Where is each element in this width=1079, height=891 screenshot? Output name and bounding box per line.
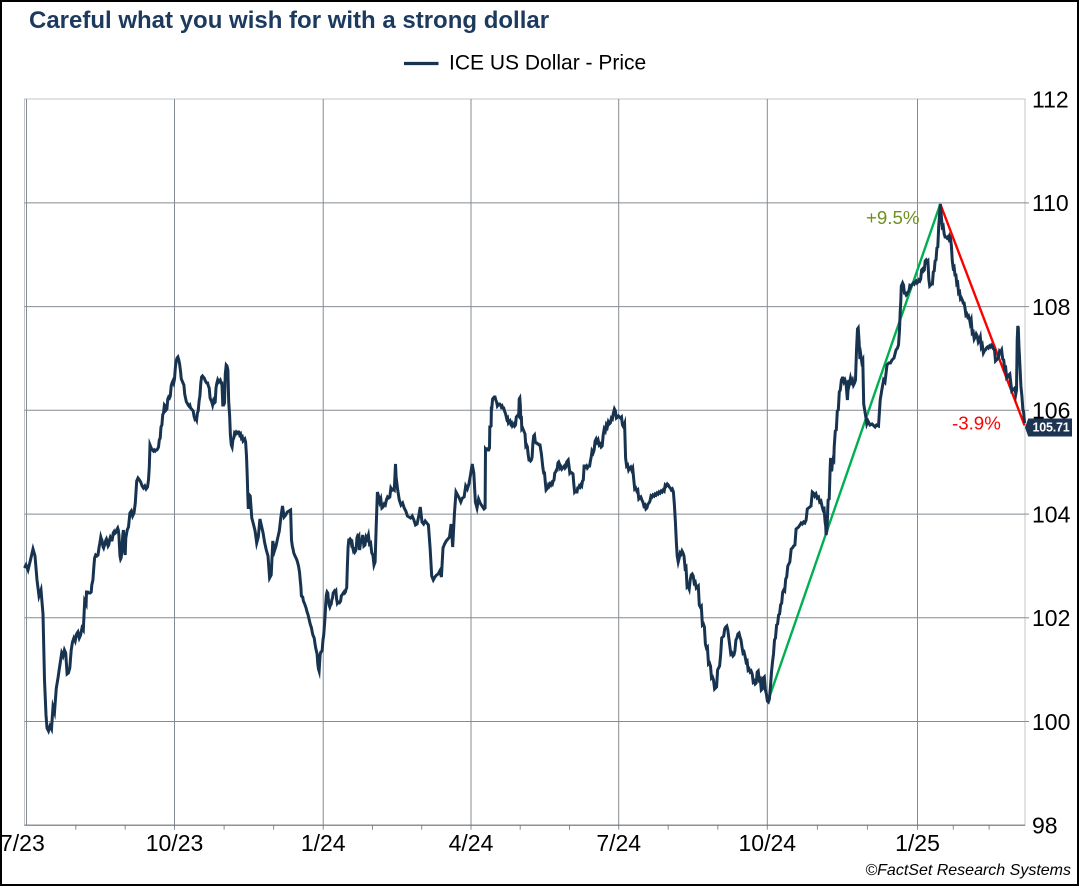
svg-text:7/24: 7/24 (596, 830, 641, 856)
svg-text:10/23: 10/23 (146, 830, 204, 856)
svg-text:4/24: 4/24 (449, 830, 494, 856)
svg-text:108: 108 (1032, 294, 1070, 320)
svg-text:7/23: 7/23 (0, 830, 45, 856)
svg-text:102: 102 (1032, 605, 1070, 631)
svg-text:104: 104 (1032, 501, 1071, 527)
svg-text:+9.5%: +9.5% (866, 207, 920, 228)
svg-text:110: 110 (1032, 190, 1069, 216)
svg-text:©FactSet Research Systems: ©FactSet Research Systems (865, 862, 1071, 879)
svg-text:100: 100 (1032, 709, 1070, 735)
svg-text:98: 98 (1032, 813, 1058, 839)
svg-text:-3.9%: -3.9% (952, 413, 1001, 434)
svg-text:Careful what you wish for with: Careful what you wish for with a strong … (29, 7, 549, 34)
svg-text:1/25: 1/25 (895, 830, 940, 856)
svg-text:105.71: 105.71 (1033, 421, 1070, 435)
svg-text:1/24: 1/24 (301, 830, 346, 856)
svg-text:10/24: 10/24 (739, 830, 797, 856)
svg-text:112: 112 (1032, 86, 1069, 112)
svg-text:ICE US Dollar - Price: ICE US Dollar - Price (449, 52, 646, 75)
